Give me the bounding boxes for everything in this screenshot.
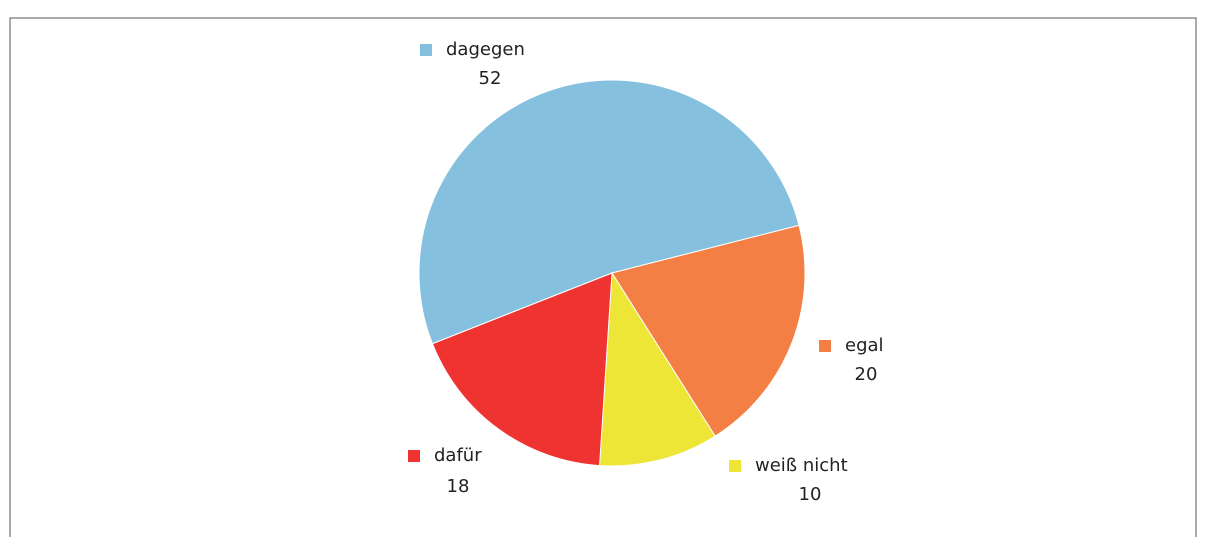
slice-label: egal <box>845 335 884 356</box>
slice-label: weiß nicht <box>755 455 848 476</box>
slice-label: dafür <box>434 445 482 466</box>
pie-slice <box>418 79 800 345</box>
value-label: 52 <box>479 68 502 89</box>
legend-swatch <box>819 340 831 352</box>
pie-slice <box>611 224 806 437</box>
value-label: 18 <box>447 476 470 497</box>
value-label: 20 <box>855 364 878 385</box>
pie-slice <box>599 271 716 467</box>
value-label: 10 <box>799 484 822 505</box>
legend-swatch <box>420 44 432 56</box>
pie-slice <box>431 272 613 467</box>
legend-swatch <box>408 450 420 462</box>
slice-label: dagegen <box>446 39 525 60</box>
frame <box>9 17 1197 537</box>
legend-swatch <box>729 460 741 472</box>
